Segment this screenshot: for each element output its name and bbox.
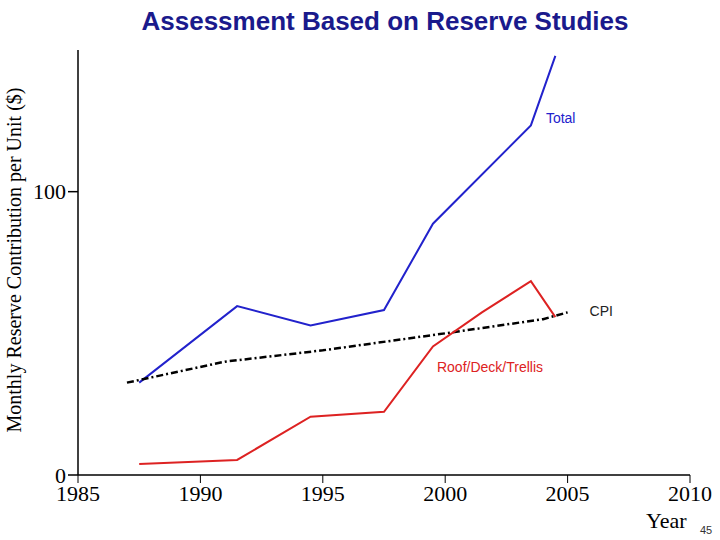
svg-text:2000: 2000 bbox=[423, 481, 467, 506]
svg-text:Total: Total bbox=[546, 110, 576, 126]
html-text:Assessment Based on Reserve St: Assessment Based on Reserve Studies bbox=[141, 6, 629, 36]
svg-text:1990: 1990 bbox=[178, 481, 222, 506]
svg-text:1995: 1995 bbox=[301, 481, 345, 506]
svg-text:CPI: CPI bbox=[590, 303, 613, 319]
html-text:Year: Year bbox=[646, 508, 687, 533]
svg-text:0: 0 bbox=[55, 463, 66, 488]
html-text:Monthly Reserve Contribution p: Monthly Reserve Contribution per Unit ($… bbox=[2, 87, 25, 433]
svg-text:1985: 1985 bbox=[56, 480, 100, 506]
svg-text:Roof/Deck/Trellis: Roof/Deck/Trellis bbox=[437, 359, 543, 375]
svg-text:2005: 2005 bbox=[546, 481, 590, 506]
svg-text:100: 100 bbox=[33, 179, 66, 204]
svg-text:2010: 2010 bbox=[668, 481, 712, 506]
html-text:45: 45 bbox=[700, 524, 713, 536]
